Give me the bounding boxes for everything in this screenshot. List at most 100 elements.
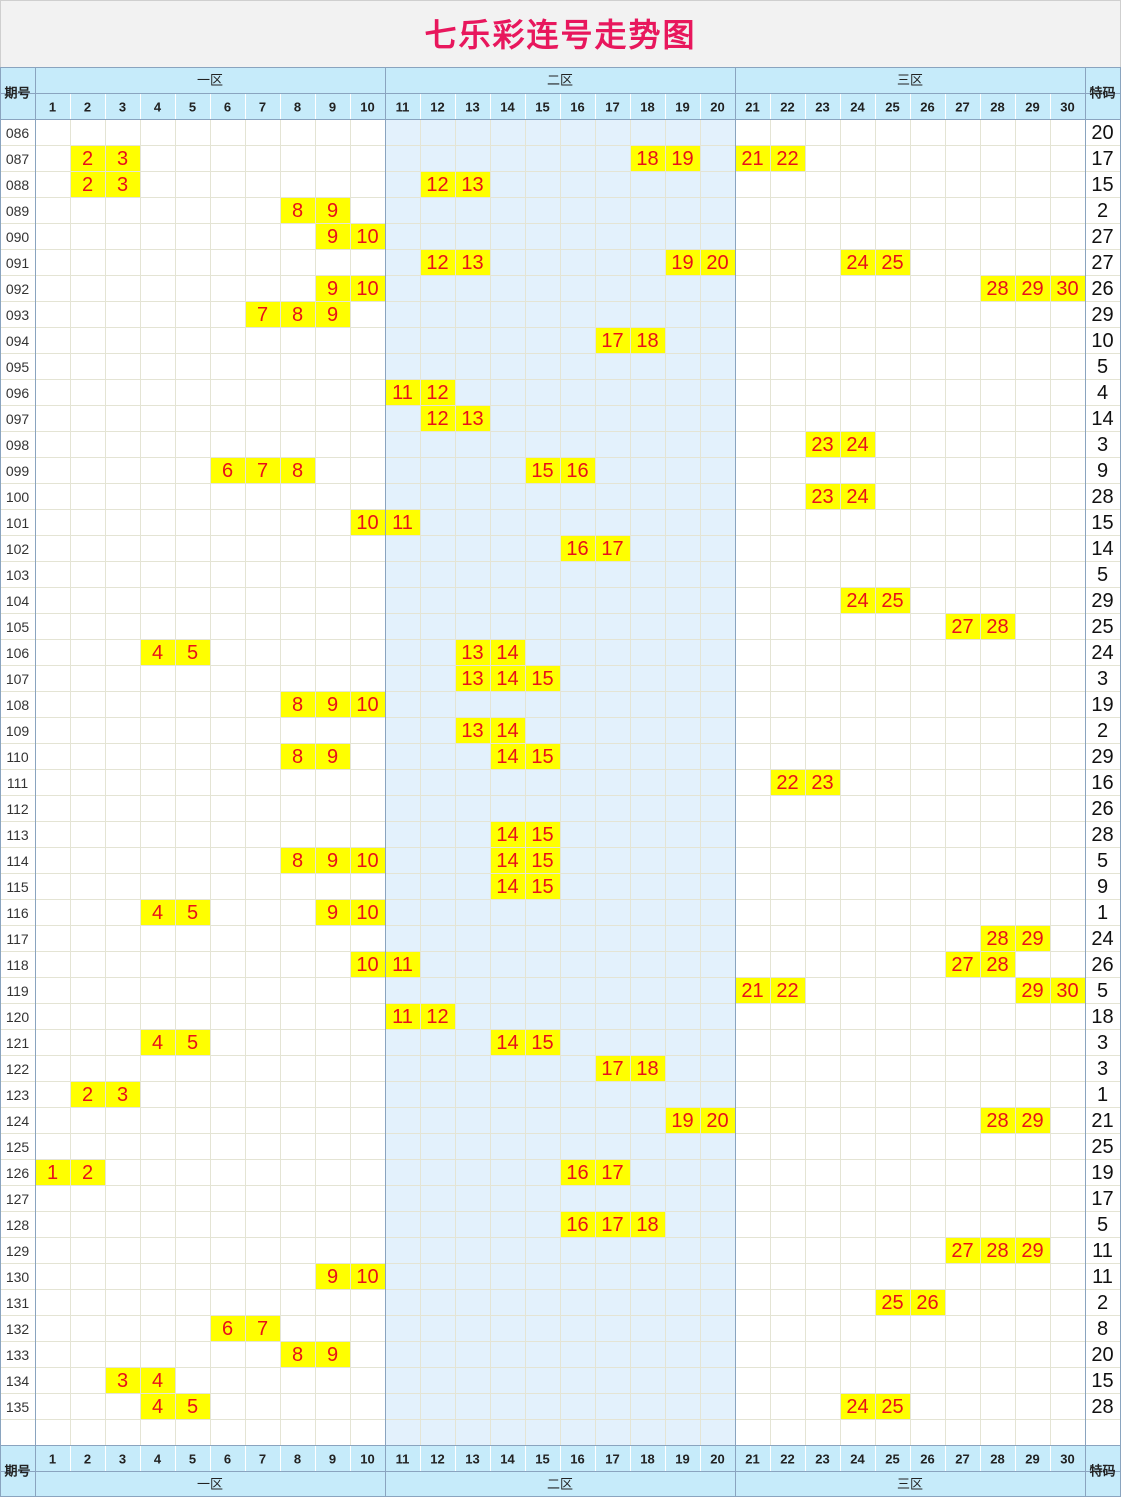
issue-label-106: 106 [6, 645, 30, 661]
highlight-cell [911, 1290, 945, 1315]
highlight-number: 11 [392, 512, 413, 534]
highlight-cell [141, 1368, 175, 1393]
issue-label-086: 086 [6, 125, 30, 141]
issue-label-117: 117 [6, 931, 29, 947]
special-number-121: 3 [1097, 1032, 1108, 1054]
highlight-cell [701, 1108, 735, 1133]
highlight-cell [526, 822, 560, 847]
highlight-number: 23 [811, 434, 833, 456]
highlight-cell [316, 1342, 350, 1367]
highlight-cell [1051, 276, 1085, 301]
highlight-cell [176, 1394, 210, 1419]
highlight-cell [806, 484, 840, 509]
highlight-cell [1016, 1108, 1050, 1133]
highlight-cell [106, 172, 140, 197]
highlight-cell [1016, 1238, 1050, 1263]
number-footer-5: 5 [189, 1452, 196, 1467]
highlight-cell [71, 146, 105, 171]
highlight-cell [281, 198, 315, 223]
highlight-cell [946, 614, 980, 639]
highlight-cell [351, 848, 385, 873]
highlight-cell [526, 744, 560, 769]
highlight-cell [281, 458, 315, 483]
highlight-cell [491, 874, 525, 899]
special-number-108: 19 [1091, 694, 1113, 716]
highlight-number: 28 [986, 1110, 1008, 1132]
highlight-cell [141, 640, 175, 665]
highlight-cell [351, 952, 385, 977]
highlight-number: 8 [292, 1344, 303, 1366]
special-number-111: 16 [1091, 772, 1113, 794]
highlight-cell [36, 1160, 70, 1185]
highlight-cell [491, 718, 525, 743]
number-header-11: 11 [396, 100, 410, 115]
highlight-cell [841, 484, 875, 509]
number-header-16: 16 [570, 100, 584, 115]
highlight-cell [876, 250, 910, 275]
highlight-number: 17 [601, 1162, 623, 1184]
highlight-cell [841, 250, 875, 275]
number-footer-23: 23 [815, 1452, 829, 1467]
highlight-cell [596, 1056, 630, 1081]
number-header-30: 30 [1060, 100, 1074, 115]
highlight-number: 4 [152, 1370, 163, 1392]
number-header-27: 27 [955, 100, 969, 115]
highlight-number: 15 [531, 668, 553, 690]
highlight-cell [316, 848, 350, 873]
highlight-number: 23 [811, 772, 833, 794]
highlight-number: 5 [187, 902, 198, 924]
highlight-number: 12 [426, 408, 448, 430]
highlight-cell [421, 380, 455, 405]
number-footer-15: 15 [535, 1452, 549, 1467]
highlight-cell [841, 432, 875, 457]
highlight-cell [806, 432, 840, 457]
number-footer-11: 11 [396, 1452, 410, 1467]
special-number-115: 9 [1097, 876, 1108, 898]
highlight-number: 13 [461, 174, 483, 196]
highlight-cell [876, 588, 910, 613]
highlight-number: 19 [671, 252, 693, 274]
highlight-number: 24 [846, 590, 868, 612]
highlight-cell [281, 848, 315, 873]
highlight-number: 9 [327, 850, 338, 872]
highlight-cell [1016, 926, 1050, 951]
issue-label-088: 088 [6, 177, 30, 193]
highlight-number: 5 [187, 1032, 198, 1054]
issue-label-129: 129 [6, 1243, 30, 1259]
highlight-number: 25 [881, 252, 903, 274]
highlight-cell [981, 1108, 1015, 1133]
highlight-number: 2 [82, 1162, 93, 1184]
highlight-cell [141, 900, 175, 925]
highlight-number: 7 [257, 304, 268, 326]
issue-label-113: 113 [6, 827, 29, 843]
number-footer-19: 19 [675, 1452, 689, 1467]
number-footer-20: 20 [710, 1452, 724, 1467]
number-header-3: 3 [119, 100, 126, 115]
highlight-number: 5 [187, 642, 198, 664]
highlight-number: 3 [117, 148, 128, 170]
special-number-118: 26 [1091, 954, 1113, 976]
highlight-cell [771, 146, 805, 171]
highlight-number: 27 [951, 1240, 973, 1262]
highlight-number: 9 [327, 200, 338, 222]
highlight-cell [246, 458, 280, 483]
highlight-cell [526, 874, 560, 899]
special-number-103: 5 [1097, 564, 1108, 586]
highlight-number: 28 [986, 278, 1008, 300]
special-number-088: 15 [1091, 174, 1113, 196]
number-footer-3: 3 [119, 1452, 126, 1467]
special-number-091: 27 [1091, 252, 1113, 274]
highlight-number: 15 [531, 824, 553, 846]
highlight-number: 10 [356, 512, 378, 534]
number-header-29: 29 [1025, 100, 1039, 115]
issue-header-label: 期号 [4, 86, 30, 101]
highlight-number: 14 [496, 850, 518, 872]
issue-label-102: 102 [6, 541, 30, 557]
issue-label-122: 122 [6, 1061, 30, 1077]
highlight-cell [106, 1368, 140, 1393]
highlight-number: 8 [292, 200, 303, 222]
highlight-cell [561, 1160, 595, 1185]
special-number-089: 2 [1097, 200, 1108, 222]
highlight-number: 29 [1021, 278, 1043, 300]
